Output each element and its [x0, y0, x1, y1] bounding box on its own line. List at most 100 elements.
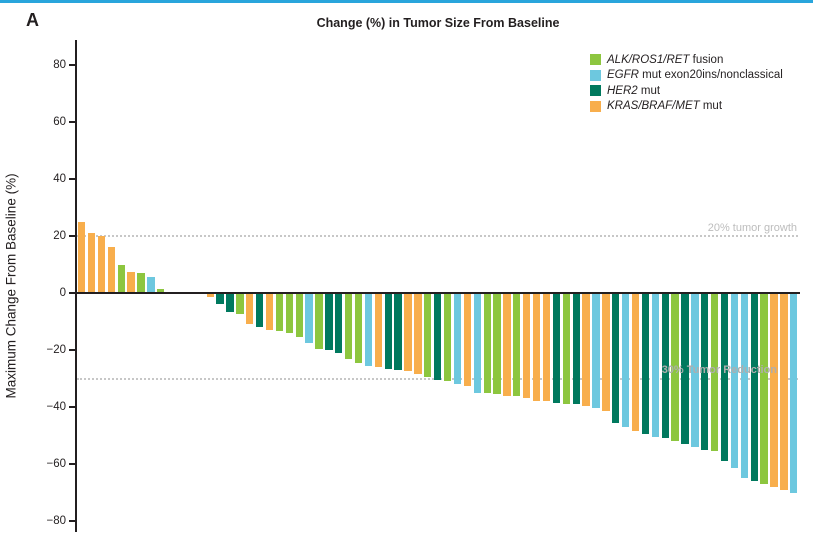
bar-alk	[710, 293, 719, 452]
bar-alk	[760, 293, 768, 484]
y-tick-label: 80	[53, 59, 66, 71]
bar-alk	[671, 293, 679, 442]
bar-her2	[641, 293, 650, 435]
legend-label: ALK/ROS1/RET fusion	[607, 54, 723, 66]
bar-kras	[631, 293, 640, 432]
bar-alk	[443, 293, 452, 382]
bar-her2	[661, 293, 669, 439]
bar-kras	[602, 293, 610, 412]
bar-her2	[750, 293, 758, 482]
bar-alk	[483, 293, 491, 393]
legend-genes: ALK/ROS1/RET	[607, 53, 690, 66]
bar-kras	[265, 293, 274, 331]
bar-alk	[424, 293, 432, 378]
zero-baseline	[75, 292, 800, 294]
legend-item-alk: ALK/ROS1/RET fusion	[590, 52, 783, 68]
bar-egfr	[147, 277, 155, 293]
y-tick-label: −20	[46, 344, 66, 356]
chart-title: Change (%) in Tumor Size From Baseline	[316, 16, 560, 30]
legend-suffix: mut	[637, 84, 661, 97]
bar-egfr	[453, 293, 462, 385]
bar-kras	[206, 293, 214, 298]
bar-alk	[285, 293, 293, 333]
legend-genes: EGFR	[607, 69, 639, 82]
bar-alk	[236, 293, 244, 315]
y-tick-label: 0	[59, 287, 66, 299]
y-tick-label: 40	[53, 173, 66, 185]
bar-egfr	[790, 293, 798, 493]
y-tick-mark	[69, 121, 75, 123]
figure-panel-label: A	[26, 10, 39, 30]
bar-her2	[681, 293, 689, 445]
y-tick-label: −80	[46, 515, 66, 527]
bar-kras	[127, 271, 135, 293]
y-tick-mark	[69, 520, 75, 522]
y-tick-label: 20	[53, 230, 66, 242]
bar-alk	[562, 293, 570, 405]
growth-ref-label: 20% tumor growth	[707, 222, 797, 234]
y-tick-mark	[69, 178, 75, 180]
legend-label: EGFR mut exon20ins/nonclassical	[607, 69, 783, 81]
alk-swatch-icon	[590, 54, 601, 66]
legend-label: KRAS/BRAF/MET mut	[607, 100, 722, 112]
bar-her2	[216, 293, 224, 305]
y-tick-mark	[69, 406, 75, 408]
y-tick-mark	[69, 463, 75, 465]
bar-her2	[325, 293, 333, 350]
bar-alk	[295, 293, 303, 338]
bar-her2	[612, 293, 620, 423]
y-tick-mark	[69, 292, 75, 294]
bar-kras	[523, 293, 531, 399]
bar-her2	[720, 293, 729, 462]
bar-her2	[394, 293, 402, 370]
bar-alk	[315, 293, 323, 349]
bar-kras	[87, 233, 96, 293]
legend-genes: KRAS/BRAF/MET	[607, 100, 700, 113]
bar-kras	[246, 293, 254, 325]
bar-her2	[572, 293, 580, 405]
bar-kras	[780, 293, 788, 490]
reduction-ref-label: 30% Tumor Reduction	[661, 364, 777, 376]
top-rule	[0, 0, 813, 3]
bar-kras	[503, 293, 511, 396]
bar-kras	[107, 247, 115, 293]
legend-suffix: mut	[699, 100, 723, 113]
her2-swatch-icon	[590, 85, 601, 97]
bar-egfr	[621, 293, 630, 427]
bar-her2	[384, 293, 392, 369]
bar-kras	[463, 293, 472, 386]
bar-alk	[493, 293, 501, 395]
bar-egfr	[651, 293, 659, 437]
legend-genes: HER2	[607, 84, 638, 97]
bar-kras	[404, 293, 412, 372]
legend-suffix: fusion	[689, 53, 724, 66]
bar-her2	[256, 293, 264, 328]
y-tick-label: −60	[46, 458, 66, 470]
bar-egfr	[592, 293, 600, 409]
bar-kras	[78, 221, 86, 293]
legend-item-kras: KRAS/BRAF/MET mut	[590, 99, 783, 115]
bar-egfr	[740, 293, 748, 479]
y-tick-label: 60	[53, 116, 66, 128]
bar-alk	[275, 293, 284, 332]
bar-kras	[374, 293, 383, 368]
legend-item-egfr: EGFR mut exon20ins/nonclassical	[590, 68, 783, 84]
kras-swatch-icon	[590, 100, 601, 112]
bar-her2	[434, 293, 442, 380]
bar-her2	[701, 293, 709, 450]
growth-ref-line	[77, 235, 798, 237]
bar-egfr	[691, 293, 699, 447]
bar-kras	[414, 293, 422, 375]
bar-alk	[157, 288, 165, 293]
bar-alk	[345, 293, 353, 359]
bar-alk	[513, 293, 521, 396]
y-tick-mark	[69, 235, 75, 237]
legend: ALK/ROS1/RET fusion EGFR mut exon20ins/n…	[590, 52, 783, 114]
bar-kras	[542, 293, 551, 402]
legend-item-her2: HER2 mut	[590, 83, 783, 99]
bar-her2	[335, 293, 343, 353]
bar-egfr	[305, 293, 313, 343]
bar-kras	[97, 236, 106, 293]
